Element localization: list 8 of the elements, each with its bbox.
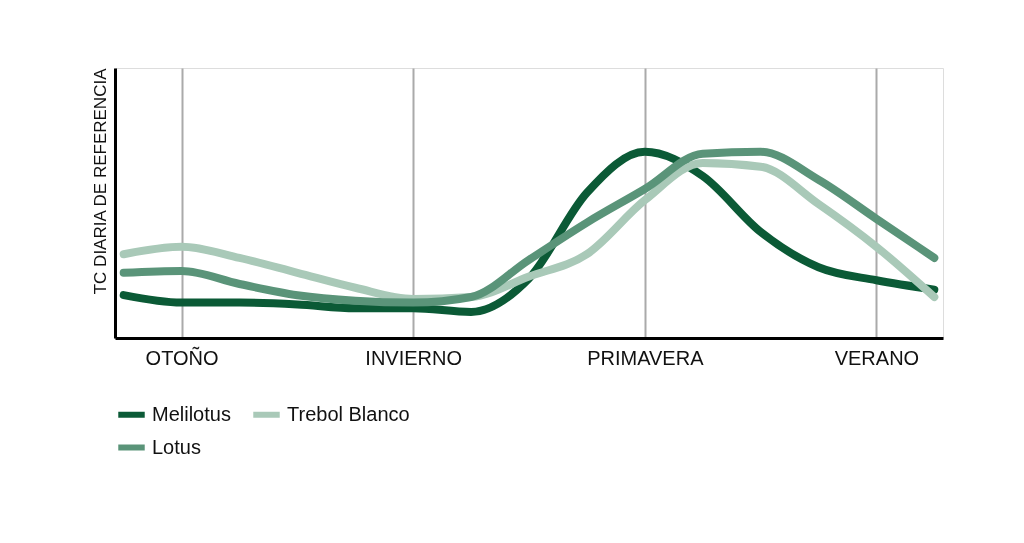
legend-label: Lotus <box>152 435 201 458</box>
x-tick-label: INVIERNO <box>365 346 463 369</box>
legend-label: Trebol Blanco <box>287 402 410 425</box>
x-tick-label: PRIMAVERA <box>587 346 705 369</box>
y-axis-title: TC DIARIA DE REFERENCIA <box>90 67 110 295</box>
legend-label: Melilotus <box>152 402 231 425</box>
x-tick-label: OTOÑO <box>145 345 219 369</box>
x-tick-label: VERANO <box>834 346 920 369</box>
